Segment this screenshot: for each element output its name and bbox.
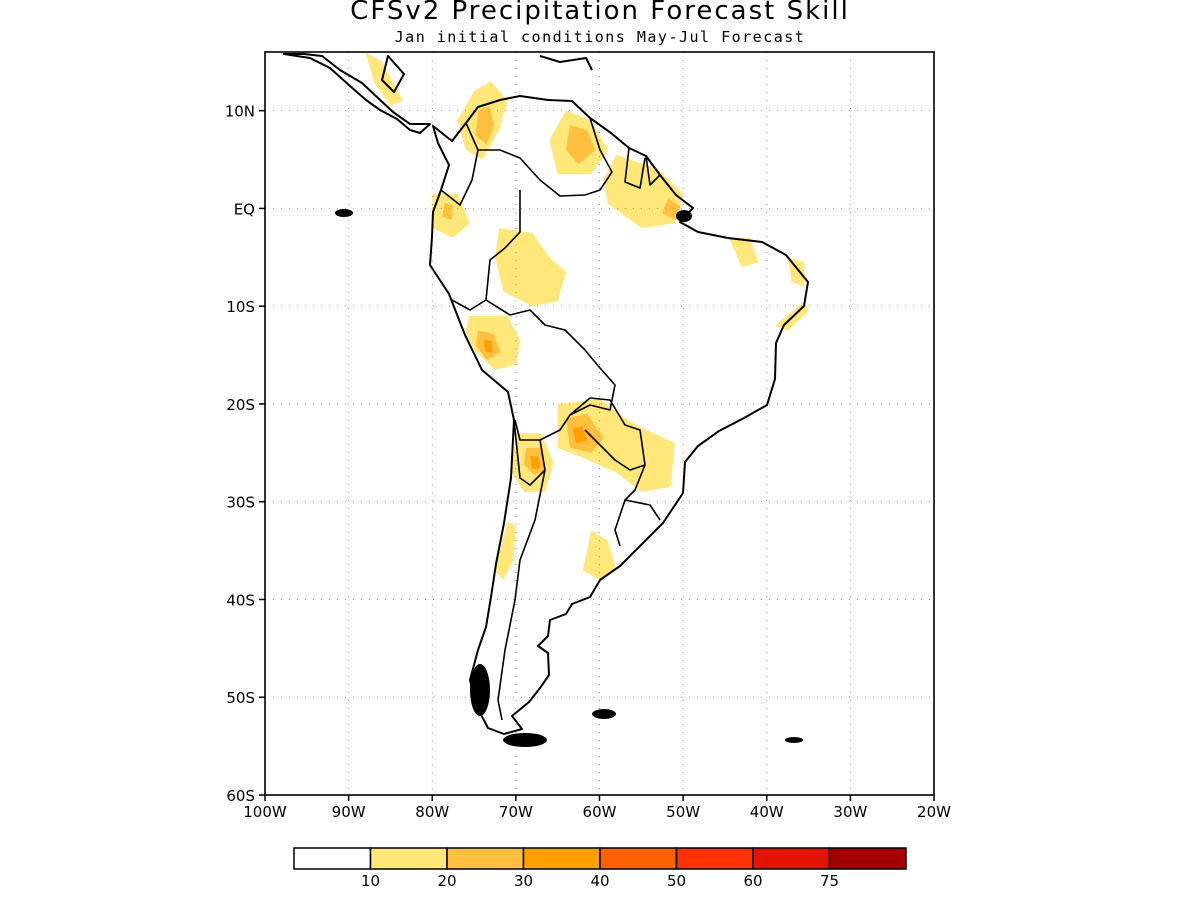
skill-region-brazil-northeast-b — [787, 257, 805, 287]
skill-region-colombia-core — [475, 105, 495, 145]
south-georgia-island — [785, 737, 803, 743]
lat-tick-label: 10S — [226, 298, 255, 316]
colorbar-swatch — [369, 847, 448, 870]
colorbar-label: 40 — [590, 872, 609, 890]
colorbar-swatch — [293, 847, 372, 870]
lon-tick-label: 70W — [499, 803, 533, 821]
central-america-coastline — [283, 53, 431, 134]
lon-tick-label: 60W — [583, 803, 617, 821]
chart-subtitle: Jan initial conditions May-Jul Forecast — [394, 28, 806, 46]
skill-region-paraguay-core — [566, 413, 604, 453]
skill-region-paraguay-max — [572, 426, 587, 444]
lon-tick-label: 80W — [415, 803, 449, 821]
falkland-islands — [592, 709, 616, 719]
chile-archipelago — [470, 664, 490, 716]
colorbar-swatch — [752, 847, 831, 870]
lon-tick-label: 40W — [750, 803, 784, 821]
lon-tick-label: 90W — [332, 803, 366, 821]
marajo-island — [676, 210, 692, 222]
colorbar-swatch — [522, 847, 601, 870]
south-america-coastline — [429, 95, 809, 735]
lat-tick-label: 20S — [226, 396, 255, 414]
skill-region-chile-central — [495, 521, 516, 580]
skill-region-guianas-amapa — [603, 154, 684, 228]
skill-region-brazil-northeast-a — [729, 237, 759, 268]
lon-tick-label: 20W — [917, 803, 951, 821]
lat-tick-label: 10N — [225, 103, 255, 121]
tierra-del-fuego — [503, 733, 547, 747]
colorbar: 10 20 30 40 50 60 75 — [293, 847, 907, 890]
skill-region-argentina-pampa — [582, 531, 617, 580]
chart-title: CFSv2 Precipitation Forecast Skill — [350, 0, 850, 26]
colorbar-swatch — [599, 847, 678, 870]
colorbar-label: 75 — [820, 872, 839, 890]
lon-tick-label: 30W — [833, 803, 867, 821]
colorbar-label: 10 — [361, 872, 380, 890]
lat-tick-label: 30S — [226, 494, 255, 512]
colorbar-label: 30 — [514, 872, 533, 890]
caribbean-islands — [381, 55, 593, 93]
colorbar-swatch — [675, 847, 754, 870]
skill-region-ecuador-core — [442, 202, 454, 221]
islands — [335, 209, 803, 747]
lat-tick-label: EQ — [234, 200, 255, 218]
lat-tick-label: 40S — [226, 591, 255, 609]
colorbar-label: 60 — [743, 872, 762, 890]
colorbar-label: 50 — [667, 872, 686, 890]
lat-tick-label: 50S — [226, 689, 255, 707]
skill-region-venezuela-core — [566, 125, 596, 165]
colorbar-label: 20 — [437, 872, 456, 890]
coastline-layer — [283, 53, 809, 735]
lon-tick-label: 100W — [243, 803, 287, 821]
colorbar-swatch — [446, 847, 525, 870]
lat-tick-label: 60S — [226, 787, 255, 805]
skill-region-peru-south-max — [484, 339, 493, 354]
lon-tick-label: 50W — [666, 803, 700, 821]
skill-region-western-amazon — [495, 228, 566, 307]
skill-region-amapa-core — [662, 198, 681, 221]
galapagos-islands — [335, 209, 353, 217]
skill-region-nw-argentina-max — [530, 455, 540, 469]
colorbar-swatch — [828, 847, 907, 870]
skill-region-central-america — [365, 52, 403, 106]
country-borders — [440, 117, 661, 721]
